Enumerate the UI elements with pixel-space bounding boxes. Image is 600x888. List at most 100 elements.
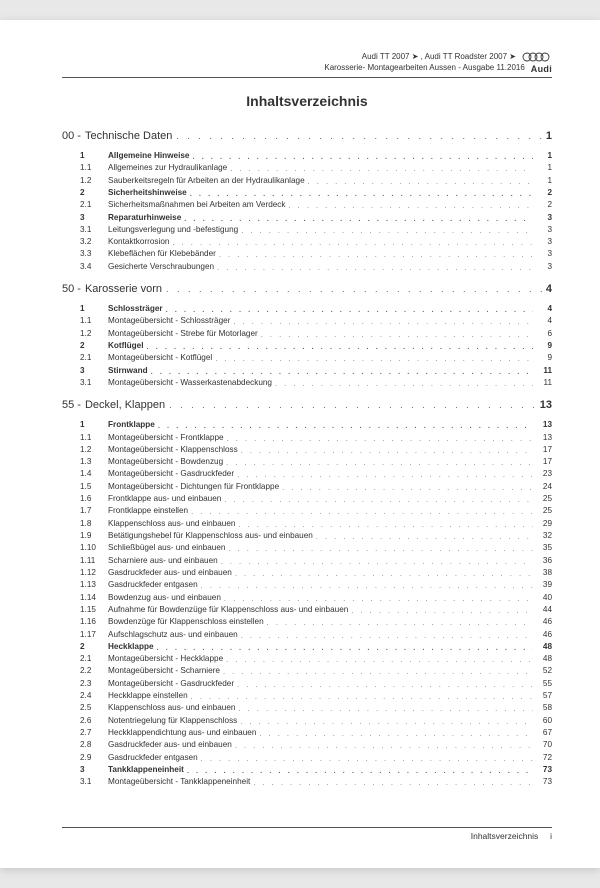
toc-section-head: 50 - Karosserie vorn . . . . . . . . . .… <box>62 282 552 297</box>
leader-dots: . . . . . . . . . . . . . . . . . . . . … <box>169 399 536 411</box>
entry-page: 40 <box>536 592 552 603</box>
leader-dots: . . . . . . . . . . . . . . . . . . . . … <box>157 643 533 653</box>
entry-page: 35 <box>536 542 552 553</box>
section-page: 13 <box>540 398 552 413</box>
entry-page: 3 <box>536 261 552 272</box>
entry-number: 1.13 <box>80 579 108 590</box>
leader-dots: . . . . . . . . . . . . . . . . . . . . … <box>230 164 533 174</box>
toc-entry: 1.8Klappenschloss aus- und einbauen . . … <box>62 518 552 529</box>
entry-number: 3 <box>80 764 108 775</box>
leader-dots: . . . . . . . . . . . . . . . . . . . . … <box>201 754 533 764</box>
entry-label: Montageübersicht - Frontklappe <box>108 432 224 443</box>
toc-entry: 1.1Allgemeines zur Hydraulikanlage . . .… <box>62 162 552 173</box>
entry-page: 1 <box>536 150 552 161</box>
entry-number: 1.4 <box>80 468 108 479</box>
entry-number: 3.4 <box>80 261 108 272</box>
entry-label: Heckklappe einstellen <box>108 690 188 701</box>
entry-page: 24 <box>536 481 552 492</box>
entry-number: 1.11 <box>80 555 108 566</box>
section-label: Karosserie vorn <box>85 282 162 297</box>
toc-entry: 1.1Montageübersicht - Frontklappe . . . … <box>62 432 552 443</box>
leader-dots: . . . . . . . . . . . . . . . . . . . . … <box>146 342 533 352</box>
entry-label: Gesicherte Verschraubungen <box>108 261 214 272</box>
entry-number: 2.8 <box>80 739 108 750</box>
leader-dots: . . . . . . . . . . . . . . . . . . . . … <box>238 704 533 714</box>
entry-page: 2 <box>536 199 552 210</box>
leader-dots: . . . . . . . . . . . . . . . . . . . . … <box>223 667 533 677</box>
toc-entry: 1.16Bowdenzüge für Klappenschloss einste… <box>62 616 552 627</box>
toc-entry: 1.11Scharniere aus- und einbauen . . . .… <box>62 555 552 566</box>
leader-dots: . . . . . . . . . . . . . . . . . . . . … <box>228 544 533 554</box>
toc-entry: 1.3Montageübersicht - Bowdenzug . . . . … <box>62 456 552 467</box>
entry-page: 11 <box>536 377 552 388</box>
entry-label: Scharniere aus- und einbauen <box>108 555 218 566</box>
entry-number: 2.1 <box>80 199 108 210</box>
leader-dots: . . . . . . . . . . . . . . . . . . . . … <box>259 729 533 739</box>
entry-label: Stirnwand <box>108 365 148 376</box>
toc-entry: 3.2Kontaktkorrosion . . . . . . . . . . … <box>62 236 552 247</box>
entry-number: 3.1 <box>80 224 108 235</box>
entry-number: 2.1 <box>80 352 108 363</box>
entry-page: 48 <box>536 641 552 652</box>
leader-dots: . . . . . . . . . . . . . . . . . . . . … <box>166 305 533 315</box>
entry-label: Allgemeine Hinweise <box>108 150 189 161</box>
toc-entry: 3Reparaturhinweise . . . . . . . . . . .… <box>62 212 552 223</box>
section-number: 50 - <box>62 282 81 297</box>
toc-entry: 1.9Betätigungshebel für Klappenschloss a… <box>62 530 552 541</box>
entry-page: 29 <box>536 518 552 529</box>
footer-label: Inhaltsverzeichnis <box>471 831 539 841</box>
entry-page: 2 <box>536 187 552 198</box>
toc: 00 - Technische Daten . . . . . . . . . … <box>62 129 552 788</box>
entry-page: 4 <box>536 315 552 326</box>
entry-page: 60 <box>536 715 552 726</box>
section-label: Technische Daten <box>85 129 172 144</box>
leader-dots: . . . . . . . . . . . . . . . . . . . . … <box>261 330 533 340</box>
leader-dots: . . . . . . . . . . . . . . . . . . . . … <box>217 263 533 273</box>
page-title: Inhaltsverzeichnis <box>62 92 552 111</box>
toc-entry: 3.3Klebeflächen für Klebebänder . . . . … <box>62 248 552 259</box>
entry-page: 17 <box>536 444 552 455</box>
leader-dots: . . . . . . . . . . . . . . . . . . . . … <box>201 581 533 591</box>
entry-label: Frontklappe <box>108 419 155 430</box>
entry-number: 1.5 <box>80 481 108 492</box>
leader-dots: . . . . . . . . . . . . . . . . . . . . … <box>184 214 533 224</box>
toc-entry: 1.1Montageübersicht - Schlossträger . . … <box>62 315 552 326</box>
entry-page: 6 <box>536 328 552 339</box>
document-page: Audi TT 2007 ➤ , Audi TT Roadster 2007 ➤… <box>0 20 600 868</box>
leader-dots: . . . . . . . . . . . . . . . . . . . . … <box>351 606 533 616</box>
page-header: Audi TT 2007 ➤ , Audi TT Roadster 2007 ➤… <box>62 52 552 75</box>
entry-label: Kontaktkorrosion <box>108 236 169 247</box>
leader-dots: . . . . . . . . . . . . . . . . . . . . … <box>226 458 533 468</box>
entry-number: 2 <box>80 187 108 198</box>
header-line-2: Karosserie- Montagearbeiten Aussen - Aus… <box>62 63 552 75</box>
toc-entry: 3.1Montageübersicht - Tankklappeneinheit… <box>62 776 552 787</box>
toc-entry: 3Tankklappeneinheit . . . . . . . . . . … <box>62 764 552 775</box>
leader-dots: . . . . . . . . . . . . . . . . . . . . … <box>224 594 533 604</box>
toc-entry: 2Heckklappe . . . . . . . . . . . . . . … <box>62 641 552 652</box>
entry-number: 1.17 <box>80 629 108 640</box>
leader-dots: . . . . . . . . . . . . . . . . . . . . … <box>172 238 533 248</box>
leader-dots: . . . . . . . . . . . . . . . . . . . . … <box>151 367 533 377</box>
entry-label: Bowdenzug aus- und einbauen <box>108 592 221 603</box>
entry-number: 3 <box>80 365 108 376</box>
toc-section-head: 55 - Deckel, Klappen . . . . . . . . . .… <box>62 398 552 413</box>
entry-page: 25 <box>536 493 552 504</box>
entry-number: 3.3 <box>80 248 108 259</box>
entry-page: 3 <box>536 212 552 223</box>
entry-number: 1.9 <box>80 530 108 541</box>
entry-number: 1.15 <box>80 604 108 615</box>
entry-label: Klappenschloss aus- und einbauen <box>108 518 235 529</box>
entry-number: 1.3 <box>80 456 108 467</box>
entry-number: 2.2 <box>80 665 108 676</box>
entry-number: 2 <box>80 340 108 351</box>
entry-label: Kotflügel <box>108 340 143 351</box>
entry-page: 23 <box>536 468 552 479</box>
entry-page: 3 <box>536 236 552 247</box>
leader-dots: . . . . . . . . . . . . . . . . . . . . … <box>237 470 533 480</box>
toc-entry: 2Kotflügel . . . . . . . . . . . . . . .… <box>62 340 552 351</box>
entry-label: Frontklappe einstellen <box>108 505 188 516</box>
entry-page: 57 <box>536 690 552 701</box>
toc-entry: 1Allgemeine Hinweise . . . . . . . . . .… <box>62 150 552 161</box>
entry-label: Montageübersicht - Kotflügel <box>108 352 212 363</box>
leader-dots: . . . . . . . . . . . . . . . . . . . . … <box>282 483 533 493</box>
